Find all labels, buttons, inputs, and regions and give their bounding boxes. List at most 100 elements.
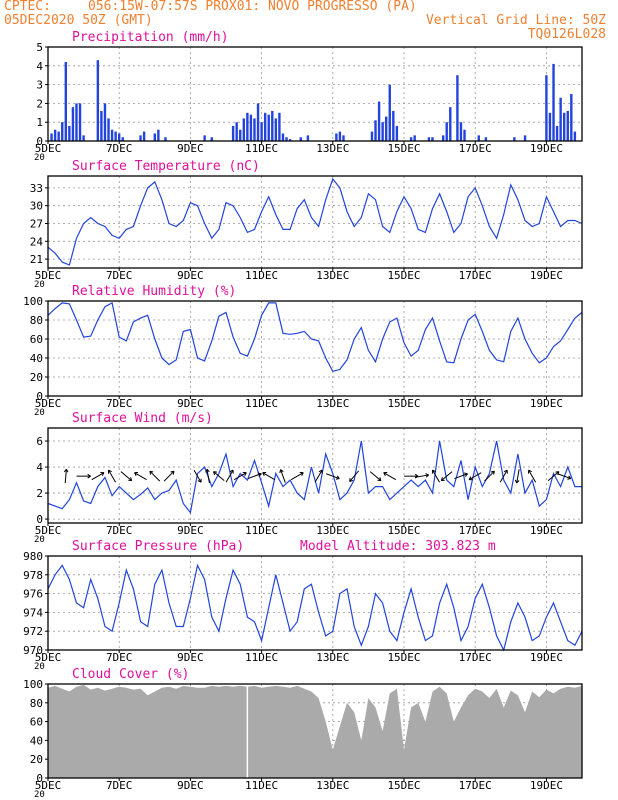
x-tick-label: 7DEC <box>106 651 133 664</box>
x-tick-label: 13DEC <box>316 142 349 155</box>
precip-bar <box>53 129 57 141</box>
panel-title: Surface Temperature (nC) <box>72 159 260 174</box>
x-tick-label: 13DEC <box>316 269 349 282</box>
x-tick-label: 5DEC <box>35 524 62 537</box>
chart-header: CPTEC: 056:15W-07:57S PROX01: NOVO PROGR… <box>0 0 618 48</box>
x-tick-label: 7DEC <box>106 779 133 792</box>
x-tick-label: 11DEC <box>245 269 278 282</box>
precip-bar <box>413 135 416 141</box>
x-tick-label: 13DEC <box>316 779 349 792</box>
x-tick-label: 11DEC <box>245 651 278 664</box>
precip-bar <box>157 129 160 141</box>
precip-bar <box>385 116 388 141</box>
precip-bar <box>164 137 167 141</box>
x-tick-label: 19DEC <box>530 651 563 664</box>
precip-bar <box>271 110 274 141</box>
x-tick-label: 9DEC <box>177 524 204 537</box>
panel-title: Relative Humidity (%) <box>72 284 236 299</box>
x-tick-label: 15DEC <box>387 779 420 792</box>
precip-bar <box>441 135 445 141</box>
precip-bar <box>338 131 342 141</box>
y-tick-label: 5 <box>36 41 43 54</box>
x-tick-label: 17DEC <box>459 269 492 282</box>
precip-bar <box>239 129 242 141</box>
series-line <box>47 301 583 373</box>
panel-title: Surface Pressure (hPa) <box>72 539 244 554</box>
x-tick-label: 9DEC <box>177 269 204 282</box>
y-tick-label: 976 <box>23 588 43 601</box>
y-tick-label: 972 <box>23 625 43 638</box>
y-tick-label: 60 <box>30 333 43 346</box>
y-tick-label: 40 <box>30 734 43 747</box>
precip-bar <box>459 122 463 141</box>
wind-arrow <box>290 472 304 481</box>
precip-bar <box>548 112 552 141</box>
wind-arrow <box>369 471 382 482</box>
precip-bar <box>484 137 488 141</box>
precip-bar <box>409 137 413 141</box>
y-tick-label: 80 <box>30 314 43 327</box>
x-tick-label: 19DEC <box>530 269 563 282</box>
panel-title: Cloud Cover (%) <box>72 667 189 682</box>
precip-bar <box>139 135 142 141</box>
x-tick-label: 5DEC <box>35 397 62 410</box>
precip-bar <box>431 137 434 141</box>
y-tick-label: 4 <box>36 461 43 474</box>
precip-bar <box>64 62 67 141</box>
precip-bar <box>388 84 391 141</box>
precip-bar <box>118 133 121 141</box>
precip-bar <box>456 75 459 141</box>
y-tick-label: 0 <box>36 135 43 148</box>
series-line <box>47 440 582 515</box>
y-tick-label: 80 <box>30 697 43 710</box>
series-line <box>47 177 583 266</box>
precip-bar <box>278 112 281 141</box>
wind-arrow <box>431 469 440 483</box>
precip-bar <box>142 131 146 141</box>
wind-arrow <box>514 469 520 484</box>
x-tick-label: 9DEC <box>177 651 204 664</box>
x-tick-label: 17DEC <box>459 651 492 664</box>
precip-bar <box>374 120 377 141</box>
precip-bar <box>114 131 117 141</box>
precip-bar <box>57 131 60 141</box>
panel-0: 0 1 2 3 4 5 5DEC 7DEC 9DEC 11DEC 13DEC 15DEC 17DEC 19… <box>34 30 583 163</box>
plot-frame <box>47 175 583 269</box>
y-tick-label: 4 <box>36 60 43 73</box>
x-tick-label: 9DEC <box>177 779 204 792</box>
x-tick-label: 19DEC <box>530 397 563 410</box>
precip-bar <box>235 122 238 141</box>
panel-5: 0 20 40 60 80 100 5DEC 7DEC 9DEC 11DEC 13DEC 15DEC 1… <box>23 667 583 800</box>
precip-bar <box>68 125 71 141</box>
y-tick-label: 27 <box>30 217 43 230</box>
precip-bar <box>107 118 110 141</box>
precip-bar <box>231 125 235 141</box>
precip-bar <box>110 129 114 141</box>
wind-arrow <box>484 470 495 482</box>
x-tick-label: 5DEC <box>35 651 62 664</box>
wind-arrow <box>213 471 225 482</box>
x-tick-label: 17DEC <box>459 524 492 537</box>
x-tick-label: 17DEC <box>459 142 492 155</box>
precip-bar <box>477 135 480 141</box>
wind-arrow <box>163 470 175 482</box>
x-tick-label: 15DEC <box>387 397 420 410</box>
header-location: 056:15W-07:57S PROX01: NOVO PROGRESSO (P… <box>88 0 417 14</box>
y-tick-label: 3 <box>36 79 43 92</box>
y-tick-label: 2 <box>36 487 43 500</box>
y-tick-label: 60 <box>30 716 43 729</box>
year-label: 20 <box>34 535 45 545</box>
x-tick-label: 15DEC <box>387 651 420 664</box>
series-line <box>47 563 583 652</box>
y-tick-label: 20 <box>30 371 43 384</box>
wind-arrow <box>107 469 117 483</box>
precip-bar <box>552 63 555 141</box>
x-tick-label: 15DEC <box>387 524 420 537</box>
y-tick-label: 980 <box>23 550 43 563</box>
x-tick-label: 7DEC <box>106 397 133 410</box>
x-tick-label: 9DEC <box>177 397 204 410</box>
precip-bar <box>566 110 569 141</box>
x-tick-label: 11DEC <box>245 779 278 792</box>
header-datetime: 05DEC2020 50Z (GMT) <box>4 13 153 28</box>
